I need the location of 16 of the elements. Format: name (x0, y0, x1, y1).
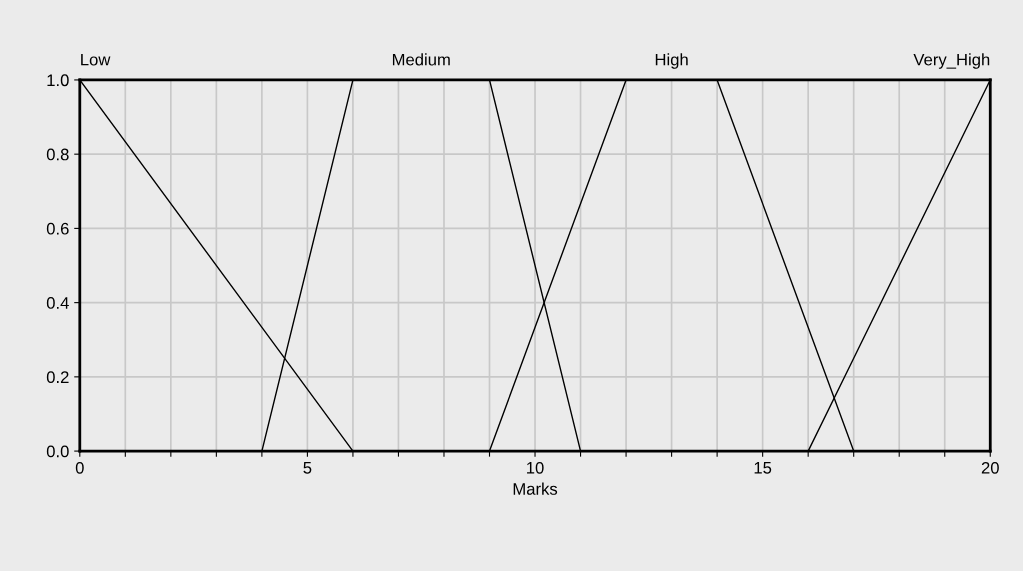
x-tick-label: 0 (75, 461, 84, 474)
y-tick-label: 0.6 (46, 222, 69, 235)
x-tick-label: 5 (303, 462, 312, 474)
series-label: Very_High (913, 53, 990, 69)
y-tick-label: 0.0 (46, 445, 69, 458)
x-tick-label: 20 (981, 461, 999, 474)
x-tick-label: 10 (527, 461, 544, 474)
series-label: Medium (392, 53, 450, 66)
y-tick-label: 0.8 (46, 148, 69, 161)
series-label: Low (81, 53, 111, 66)
y-tick-label: 0.2 (46, 371, 69, 384)
x-axis-title: Marks (513, 482, 558, 495)
x-tick-label: 15 (754, 462, 772, 474)
y-tick-label: 0.4 (46, 297, 69, 309)
y-tick-label: 1.0 (47, 74, 69, 87)
series-label: High (655, 53, 688, 69)
